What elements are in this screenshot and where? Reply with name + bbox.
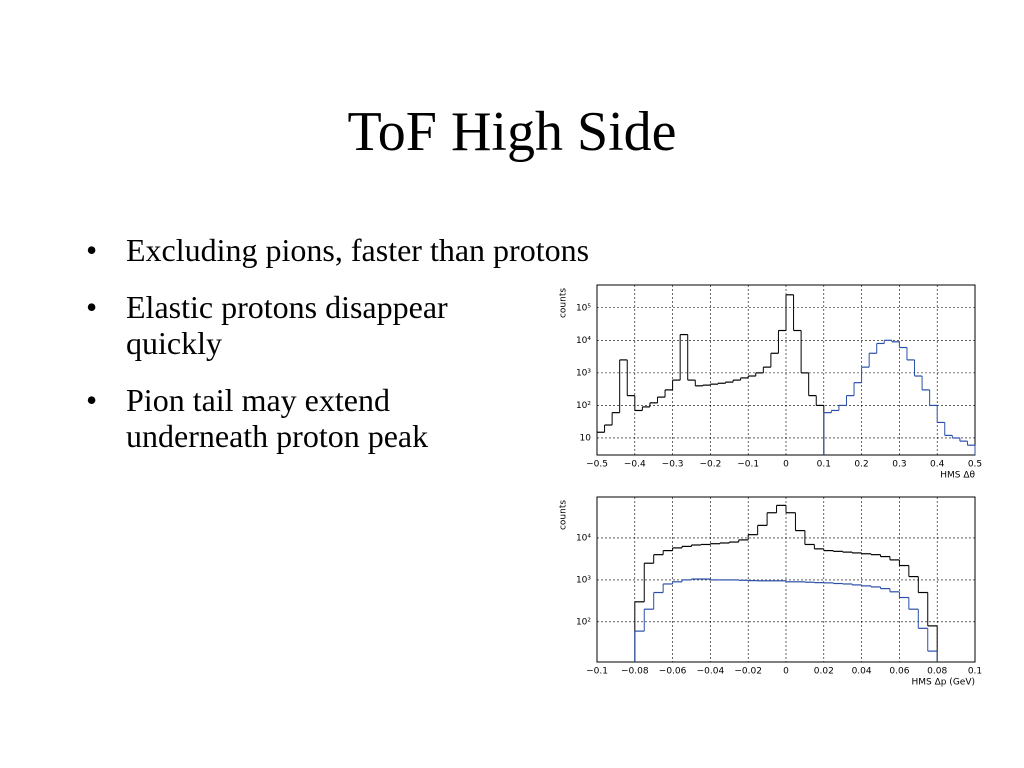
x-tick-label: −0.5 (586, 460, 608, 470)
x-tick-label: 0.04 (852, 667, 872, 677)
x-axis-label: HMS Δp (GeV) (911, 678, 975, 688)
x-tick-label: 0 (783, 460, 789, 470)
x-tick-label: −0.1 (586, 667, 608, 677)
x-tick-label: −0.3 (662, 460, 684, 470)
bullet-list: Excluding pions, faster than protons Ela… (82, 232, 589, 475)
y-tick-label: 10² (576, 401, 591, 411)
bullet: Pion tail may extend underneath proton p… (82, 382, 526, 454)
x-axis-label: HMS Δθ (940, 471, 975, 481)
y-axis-label: counts (559, 288, 569, 318)
y-tick-label: 10² (576, 617, 591, 627)
x-tick-label: −0.4 (624, 460, 646, 470)
x-tick-label: 0 (783, 667, 789, 677)
bullet: Elastic protons disappear quickly (82, 289, 526, 361)
x-tick-label: 0.5 (968, 460, 982, 470)
x-tick-label: −0.04 (697, 667, 725, 677)
y-tick-label: 10⁵ (576, 303, 591, 313)
y-tick-label: 10³ (576, 368, 591, 378)
x-tick-label: 0.2 (854, 460, 868, 470)
y-tick-label: 10⁴ (576, 533, 591, 543)
y-tick-label: 10³ (576, 575, 591, 585)
x-tick-label: 0.1 (817, 460, 831, 470)
x-tick-label: 0.4 (930, 460, 945, 470)
y-tick-label: 10⁴ (576, 336, 591, 346)
x-tick-label: 0.06 (889, 667, 909, 677)
x-tick-label: −0.1 (737, 460, 759, 470)
x-tick-label: 0.08 (927, 667, 947, 677)
x-tick-label: −0.02 (734, 667, 762, 677)
x-tick-label: 0.02 (814, 667, 834, 677)
x-tick-label: −0.06 (659, 667, 687, 677)
x-tick-label: 0.1 (968, 667, 982, 677)
x-tick-label: −0.2 (699, 460, 721, 470)
slide-title: ToF High Side (347, 101, 677, 163)
x-tick-label: −0.08 (621, 667, 649, 677)
y-axis-label: counts (559, 500, 569, 530)
x-tick-label: 0.3 (892, 460, 906, 470)
y-tick-label: 10 (580, 433, 592, 443)
bullet: Excluding pions, faster than protons (82, 232, 589, 268)
